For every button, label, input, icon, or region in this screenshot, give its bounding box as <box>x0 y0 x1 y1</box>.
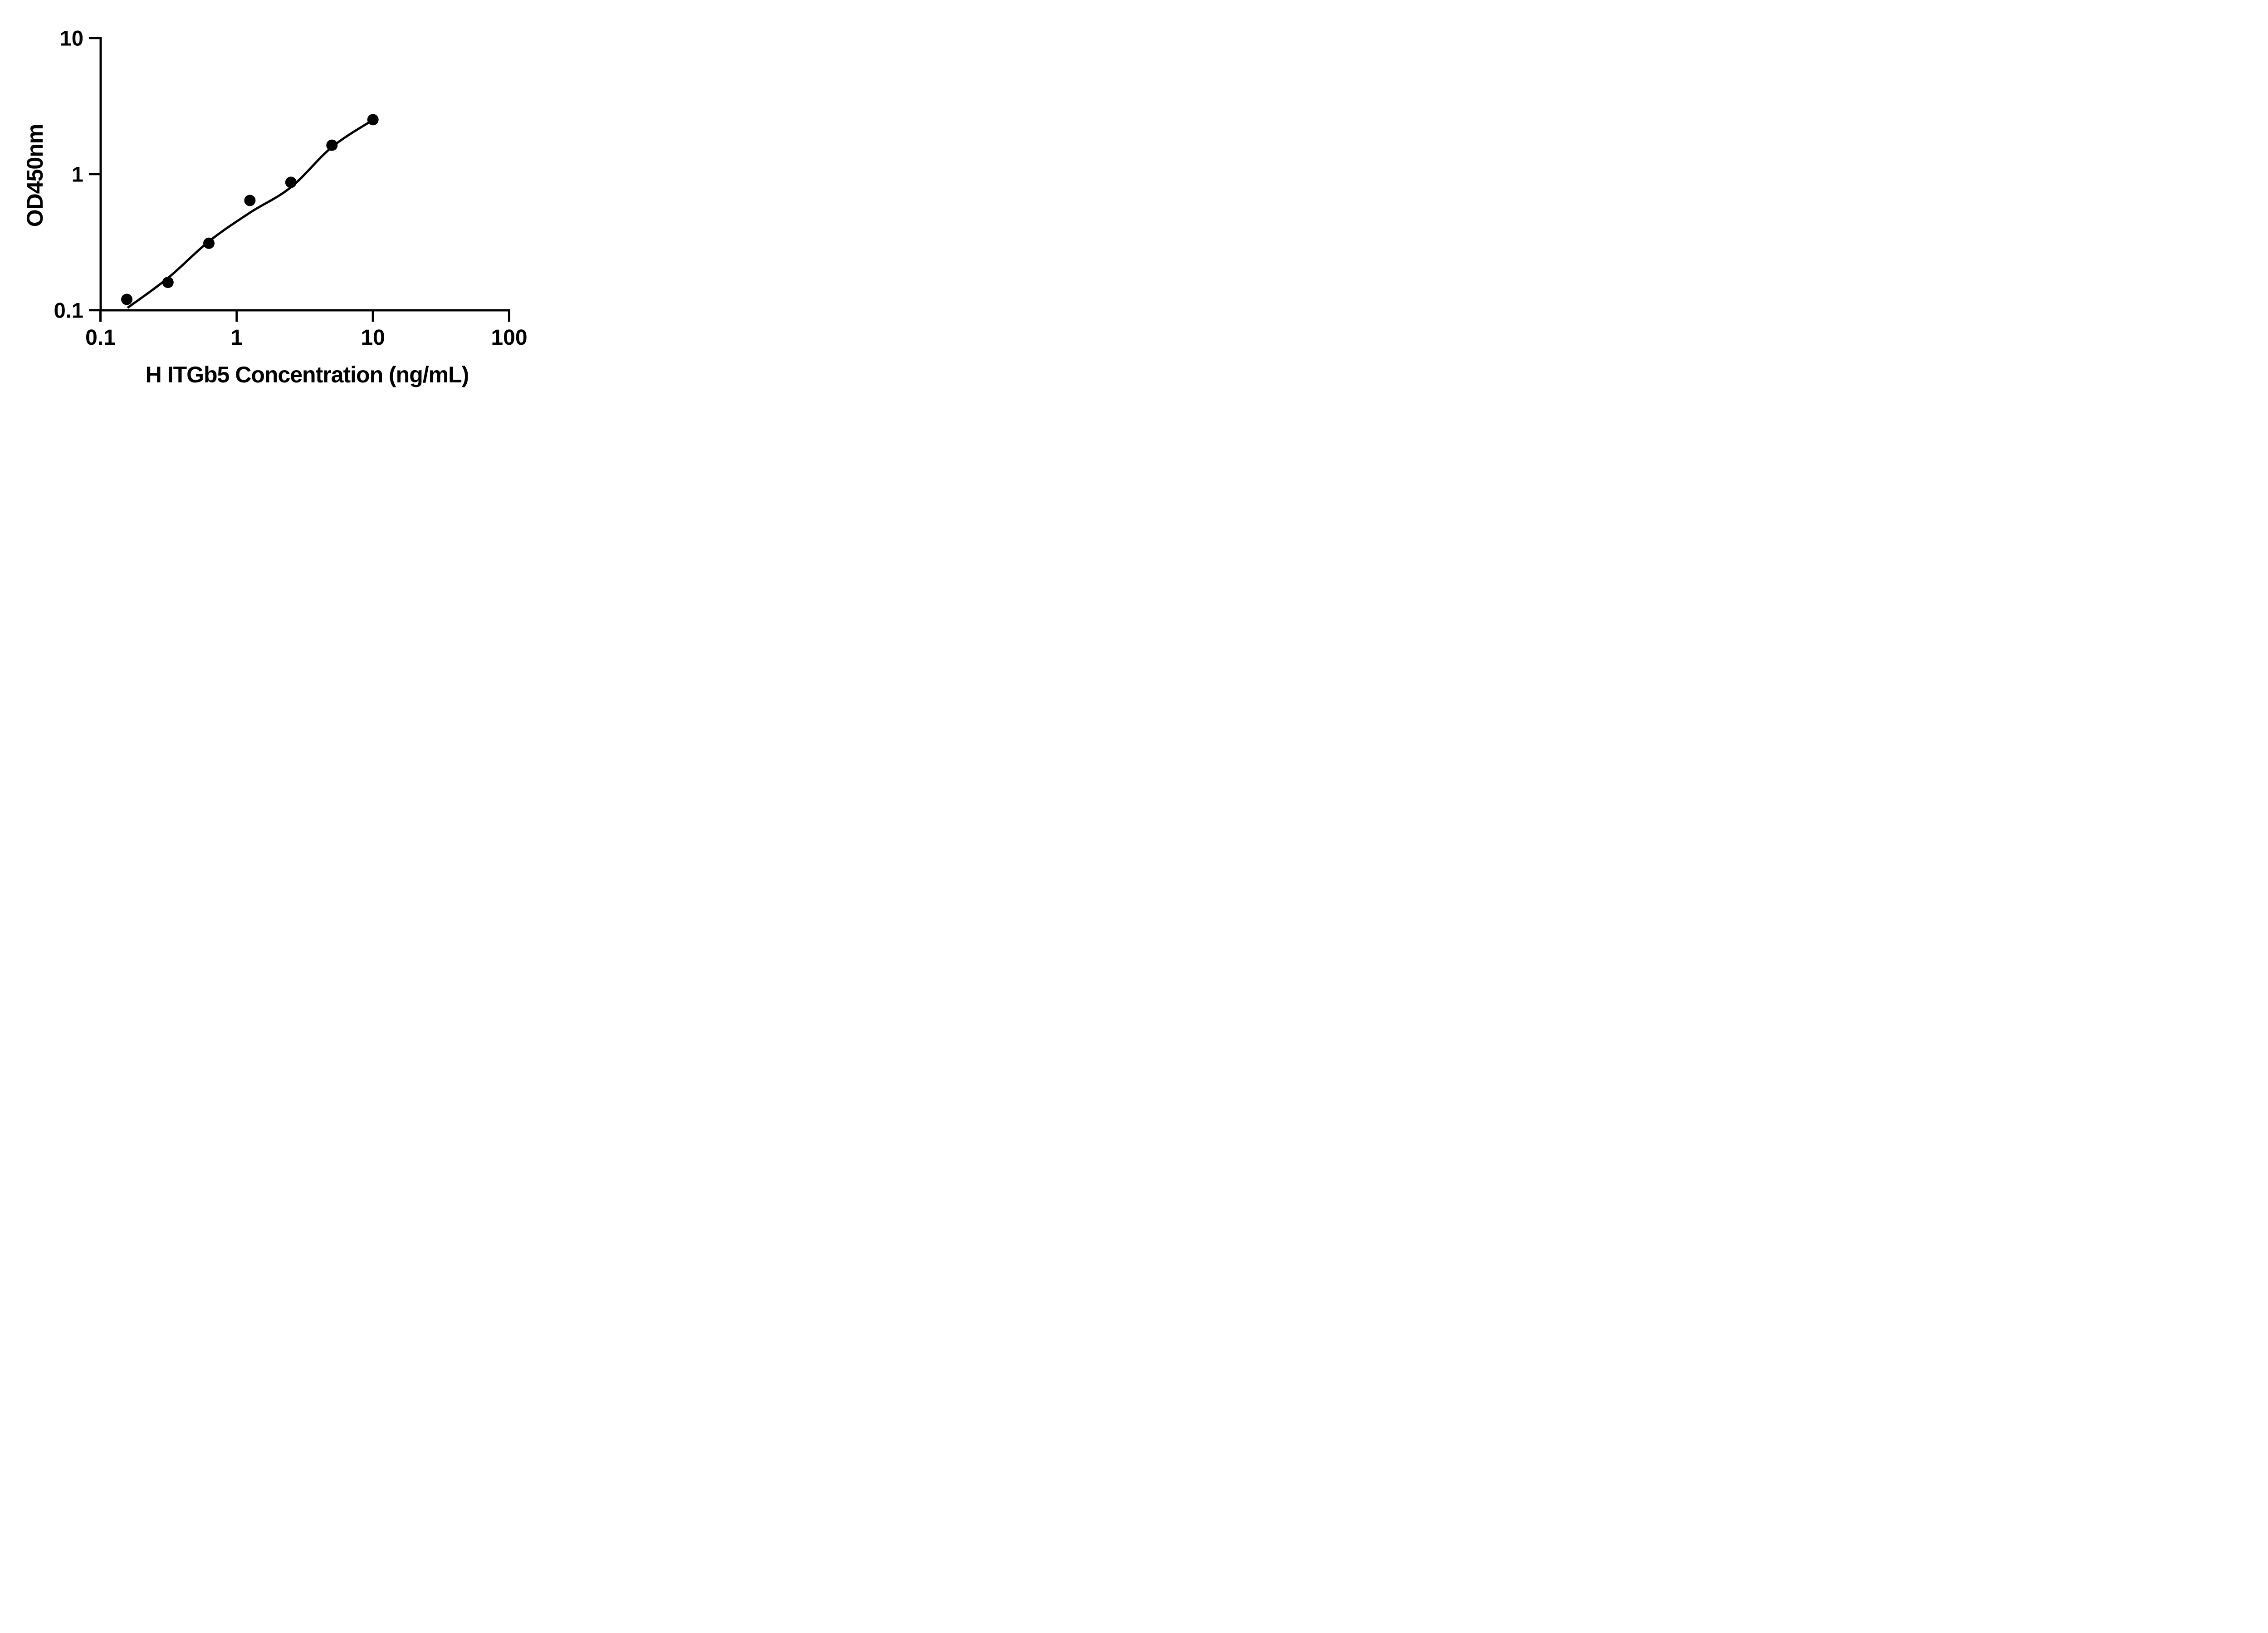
x-tick-label: 1 <box>230 326 243 350</box>
data-point <box>121 293 132 305</box>
data-point <box>367 114 379 126</box>
x-tick-label: 10 <box>361 326 385 350</box>
chart-canvas: 0.1 1 10 0.1 1 10 100 <box>54 26 528 350</box>
data-point <box>162 277 174 288</box>
data-point <box>244 195 256 206</box>
data-point <box>326 139 338 151</box>
x-axis-title: H ITGb5 Concentration (ng/mL) <box>145 362 469 387</box>
y-tick-label: 0.1 <box>54 298 83 322</box>
y-tick-label: 1 <box>72 162 83 186</box>
x-tick-label: 100 <box>491 326 527 350</box>
y-tick-label: 10 <box>60 26 83 50</box>
x-tick-label: 0.1 <box>85 326 116 350</box>
data-point <box>285 176 297 188</box>
y-axis-title: OD450nm <box>22 124 48 227</box>
data-point <box>203 237 215 249</box>
elisa-standard-curve-figure: 0.1 1 10 0.1 1 10 100 OD450nm H ITGb5 Concentr… <box>0 0 572 408</box>
